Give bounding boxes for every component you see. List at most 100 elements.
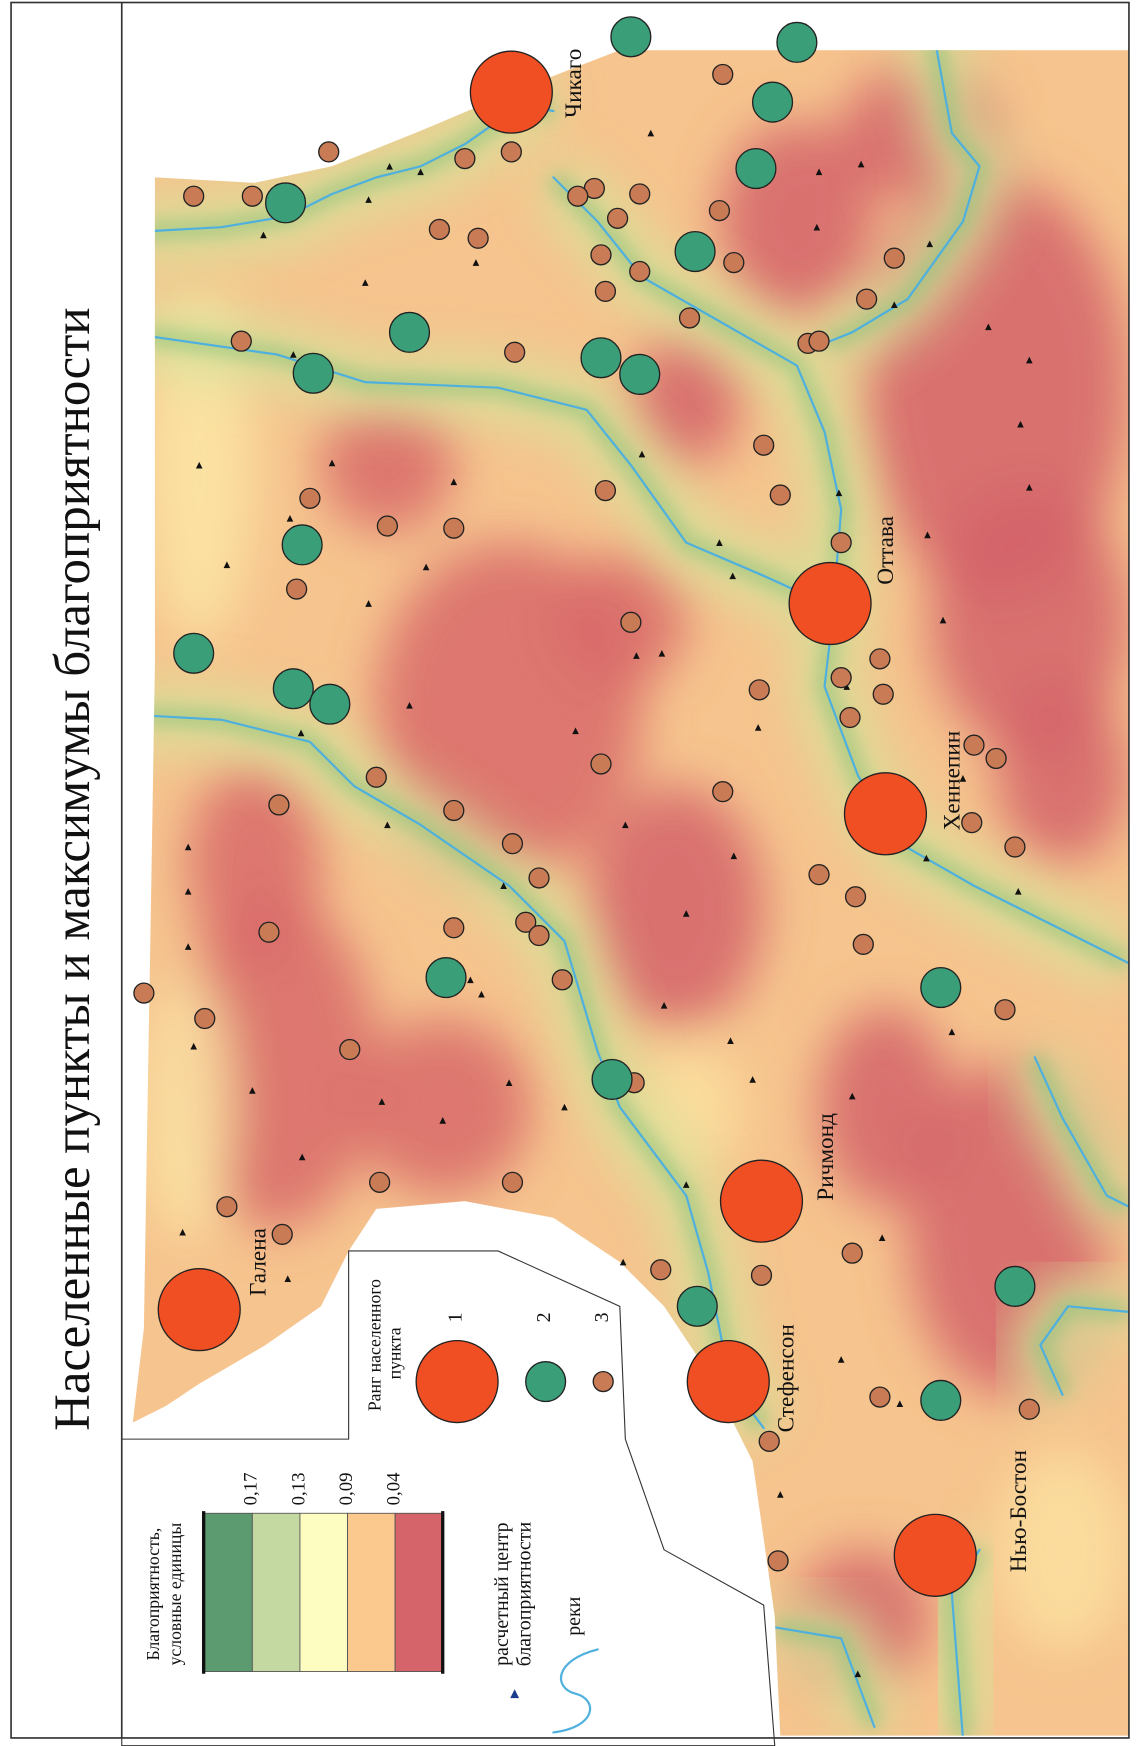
legend-break: 0,04	[383, 1472, 404, 1505]
legend-label: благоприятности	[513, 1522, 535, 1667]
settlement-rank-2	[776, 21, 818, 63]
settlement-rank-2	[309, 683, 351, 725]
suitability-blob	[929, 487, 1129, 753]
settlement-rank-1	[788, 561, 872, 646]
settlement-rank-3	[299, 487, 321, 509]
legend-rank-symbol	[525, 1360, 567, 1403]
settlement-rank-3	[590, 753, 612, 775]
suitability-center	[422, 563, 430, 571]
settlement-rank-3	[758, 1430, 780, 1452]
settlement-rank-1	[686, 1339, 770, 1424]
settlement-rank-3	[271, 1223, 293, 1245]
suitability-blob	[354, 1018, 532, 1196]
settlement-rank-3	[963, 734, 985, 756]
suitability-center	[896, 1400, 904, 1408]
suitability-center	[417, 168, 424, 176]
suitability-center	[878, 1234, 886, 1242]
settlement-rank-3	[629, 183, 651, 205]
settlement-rank-3	[750, 1264, 773, 1286]
suitability-center	[384, 821, 391, 829]
city-label: Нью-Бостон	[1006, 1450, 1032, 1572]
map-title: Населенные пункты и максимумы благоприят…	[45, 307, 101, 1431]
suitability-center	[815, 168, 823, 176]
suitability-center	[647, 129, 655, 137]
settlement-rank-3	[883, 247, 905, 269]
suitability-center	[854, 1670, 862, 1678]
settlement-rank-1	[843, 772, 928, 856]
suitability-center	[682, 1181, 690, 1188]
suitability-center	[638, 450, 646, 458]
suitability-center	[297, 729, 305, 737]
suitability-center	[365, 600, 372, 607]
legend-swatch	[347, 1512, 396, 1672]
suitability-center	[730, 852, 738, 860]
suitability-center	[195, 461, 203, 469]
settlement-rank-2	[735, 147, 777, 190]
settlement-rank-3	[501, 1171, 524, 1193]
legend-swatch	[394, 1512, 444, 1672]
settlement-rank-3	[594, 479, 617, 502]
suitability-center	[776, 1491, 784, 1498]
legend-swatch	[299, 1512, 348, 1672]
suitability-center	[361, 279, 369, 286]
settlement-rank-3	[961, 812, 983, 834]
settlement-rank-3	[994, 999, 1016, 1021]
suitability-center	[939, 616, 947, 624]
settlement-rank-3	[443, 799, 465, 822]
suitability-center	[837, 1356, 845, 1363]
river	[132, 713, 765, 1430]
settlement-rank-3	[501, 833, 524, 855]
settlement-rank-3	[708, 199, 731, 222]
suitability-blob	[553, 553, 687, 687]
frame	[10, 1, 1130, 1739]
settlement-rank-3	[1004, 836, 1026, 858]
suitability-center	[184, 943, 192, 950]
city-label: Стефенсон	[773, 1324, 799, 1432]
suitability-center	[1014, 887, 1022, 895]
settlement-rank-2	[610, 16, 652, 58]
suitability-center	[184, 887, 192, 895]
suitability-center	[1017, 420, 1024, 428]
settlement-rank-3	[528, 867, 550, 889]
suitability-center	[505, 1079, 513, 1087]
settlement-rank-3	[443, 917, 465, 939]
suitability-center	[848, 1092, 856, 1100]
settlement-rank-3	[258, 921, 280, 943]
suitability-center	[179, 1228, 186, 1236]
settlement-rank-2	[580, 337, 622, 379]
suitability-blob	[188, 763, 321, 964]
suitability-center	[190, 1042, 198, 1050]
settlement-rank-3	[748, 679, 770, 701]
legend-break: 0,13	[288, 1472, 309, 1505]
settlement-rank-3	[844, 886, 867, 908]
legend-river-symbol	[552, 1648, 599, 1734]
settlement-rank-3	[551, 969, 573, 991]
legend-rank-symbol	[592, 1370, 614, 1393]
legend-rank-label: 2	[533, 1312, 555, 1322]
suitability-center	[857, 160, 865, 168]
settlement-rank-2	[920, 1379, 962, 1421]
suitability-center	[749, 1076, 756, 1083]
suitability-center	[500, 882, 507, 890]
settlement-rank-3	[369, 1171, 391, 1193]
suitability-center	[985, 323, 992, 331]
settlement-rank-2	[272, 668, 314, 710]
settlement-rank-3	[841, 1242, 863, 1264]
settlement-rank-3	[268, 794, 290, 816]
suitability-center	[472, 259, 480, 266]
suitability-blob	[996, 686, 1129, 864]
suitability-center	[561, 1103, 568, 1111]
suitability-center	[729, 572, 737, 580]
settlement-rank-1	[719, 1159, 804, 1243]
suitability-center	[286, 514, 294, 522]
river	[823, 50, 981, 345]
legend-rank-symbol	[415, 1339, 499, 1424]
settlement-rank-3	[590, 244, 612, 266]
settlement-rank-2	[388, 311, 431, 353]
settlement-rank-3	[629, 260, 651, 283]
settlement-rank-3	[869, 648, 891, 670]
settlement-rank-2	[173, 632, 215, 674]
settlement-rank-3	[869, 1386, 891, 1408]
settlement-rank-3	[712, 63, 734, 86]
settlement-rank-3	[650, 1259, 672, 1281]
